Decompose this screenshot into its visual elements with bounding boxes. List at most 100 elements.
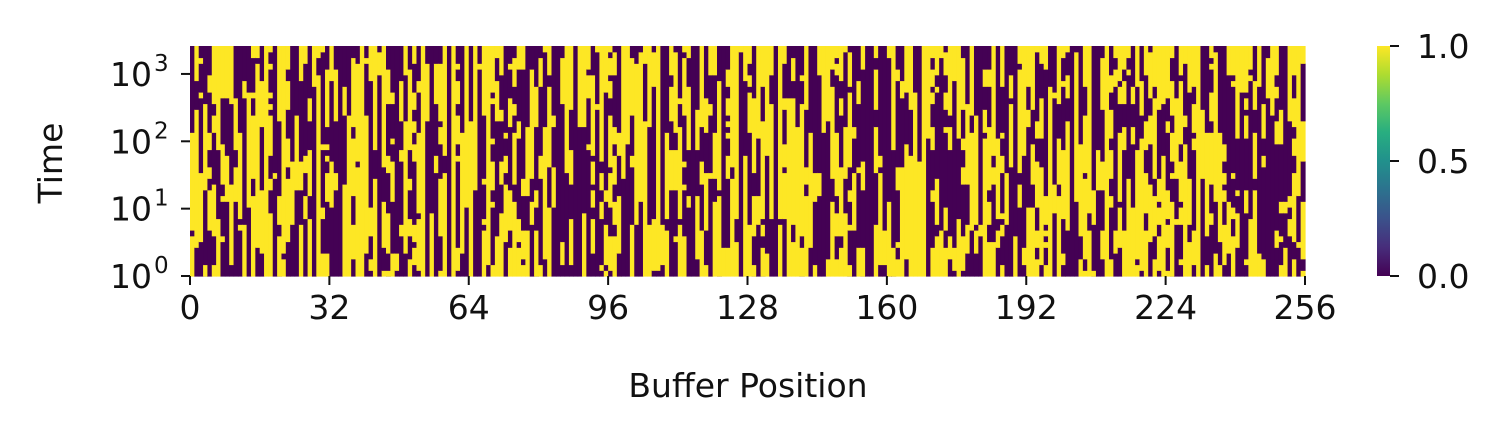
heatmap-cell	[403, 120, 409, 254]
heatmap-cell	[1100, 109, 1106, 162]
heatmap-cell	[547, 166, 553, 208]
heatmap-cell	[743, 155, 749, 277]
heatmap-cell	[873, 57, 879, 70]
heatmap-cell	[586, 143, 592, 151]
heatmap-cell	[198, 92, 204, 99]
heatmap-cell	[1235, 195, 1241, 214]
heatmap-cell	[969, 132, 975, 231]
heatmap-cell	[1091, 189, 1097, 225]
heatmap-cell	[1174, 46, 1180, 99]
heatmap-cell	[503, 138, 509, 156]
heatmap-cell	[642, 46, 648, 64]
heatmap-cell	[1039, 138, 1045, 168]
heatmap-cell	[1017, 63, 1023, 70]
heatmap-cell	[743, 46, 749, 82]
heatmap-cell	[1178, 264, 1184, 277]
heatmap-cell	[298, 224, 304, 277]
heatmap-cell	[1135, 264, 1141, 277]
heatmap-cell	[399, 149, 405, 162]
heatmap-cell	[1043, 230, 1049, 237]
heatmap-cell	[847, 189, 853, 202]
heatmap-cell	[320, 46, 326, 53]
heatmap-cell	[987, 126, 993, 191]
heatmap-cell	[821, 46, 827, 133]
heatmap-cell	[1235, 212, 1241, 248]
heatmap-cell	[756, 224, 762, 277]
heatmap-cell	[751, 172, 757, 197]
heatmap-cell	[1139, 115, 1145, 139]
heatmap-cell	[325, 149, 330, 156]
heatmap-cell	[982, 69, 988, 87]
heatmap-cell	[503, 46, 509, 133]
heatmap-cell	[1008, 166, 1014, 277]
heatmap-cell	[808, 132, 814, 248]
heatmap-cell	[1226, 253, 1232, 277]
heatmap-cell	[1000, 212, 1006, 220]
heatmap-cell	[1004, 172, 1010, 225]
x-tick-label: 32	[308, 288, 350, 327]
heatmap-cell	[342, 86, 348, 116]
heatmap-cell	[886, 201, 892, 277]
heatmap-cell	[703, 97, 709, 133]
heatmap-cell	[1100, 57, 1106, 110]
heatmap-cell	[1109, 74, 1114, 93]
heatmap-cell	[847, 166, 853, 191]
heatmap-cell	[386, 103, 391, 156]
heatmap-cell	[1030, 46, 1036, 110]
heatmap-cell	[403, 74, 409, 122]
heatmap-cell	[960, 57, 966, 110]
heatmap-cell	[1021, 247, 1027, 266]
heatmap-cell	[494, 80, 500, 122]
heatmap-cell	[1061, 86, 1067, 151]
heatmap-cell	[455, 69, 461, 82]
heatmap-cell	[416, 132, 422, 214]
heatmap-cell	[642, 120, 648, 277]
x-tick-label: 128	[716, 288, 779, 327]
heatmap-cell	[298, 161, 304, 191]
heatmap-cell	[699, 161, 705, 185]
heatmap-cell	[320, 253, 326, 277]
heatmap-cell	[320, 207, 326, 220]
heatmap-cell	[1109, 92, 1114, 110]
y-tick-label: 10	[110, 55, 152, 94]
heatmap-cell	[760, 224, 766, 237]
heatmap-cell	[1261, 155, 1267, 168]
heatmap-cell	[734, 46, 740, 220]
heatmap-cell	[560, 264, 566, 277]
heatmap-cell	[481, 184, 487, 220]
heatmap-cell	[873, 126, 879, 174]
heatmap-cell	[899, 166, 905, 277]
heatmap-cell	[786, 46, 792, 99]
heatmap-cell	[1026, 207, 1032, 277]
heatmap-cell	[956, 218, 962, 277]
heatmap-cell	[1226, 201, 1232, 254]
heatmap-cell	[1165, 97, 1171, 122]
heatmap-cell	[1126, 46, 1132, 59]
heatmap-cell	[669, 74, 675, 87]
heatmap-cell	[1135, 258, 1141, 266]
heatmap-cell	[490, 161, 496, 191]
heatmap-cell	[838, 115, 844, 168]
heatmap-cell	[429, 46, 435, 214]
heatmap-cell	[1061, 46, 1067, 59]
heatmap-cell	[1230, 74, 1236, 82]
heatmap-cell	[568, 218, 574, 266]
heatmap-cell	[960, 109, 966, 139]
heatmap-cell	[1034, 207, 1040, 231]
heatmap-cell	[786, 97, 792, 277]
heatmap-cell	[255, 63, 261, 248]
heatmap-cell	[943, 247, 949, 277]
heatmap-cell	[494, 46, 500, 59]
heatmap-cell	[268, 189, 274, 214]
heatmap-cell	[1113, 57, 1119, 70]
heatmap-cell	[255, 46, 261, 59]
heatmap-cell	[220, 241, 226, 277]
heatmap-cell	[895, 80, 901, 168]
heatmap-cell	[307, 195, 313, 220]
heatmap-cell	[734, 241, 740, 277]
heatmap-cell	[1126, 178, 1132, 277]
heatmap-cell	[229, 46, 235, 105]
y-tick-exponent: 1	[154, 186, 169, 212]
heatmap-cell	[560, 103, 566, 243]
heatmap-cell	[507, 63, 513, 70]
